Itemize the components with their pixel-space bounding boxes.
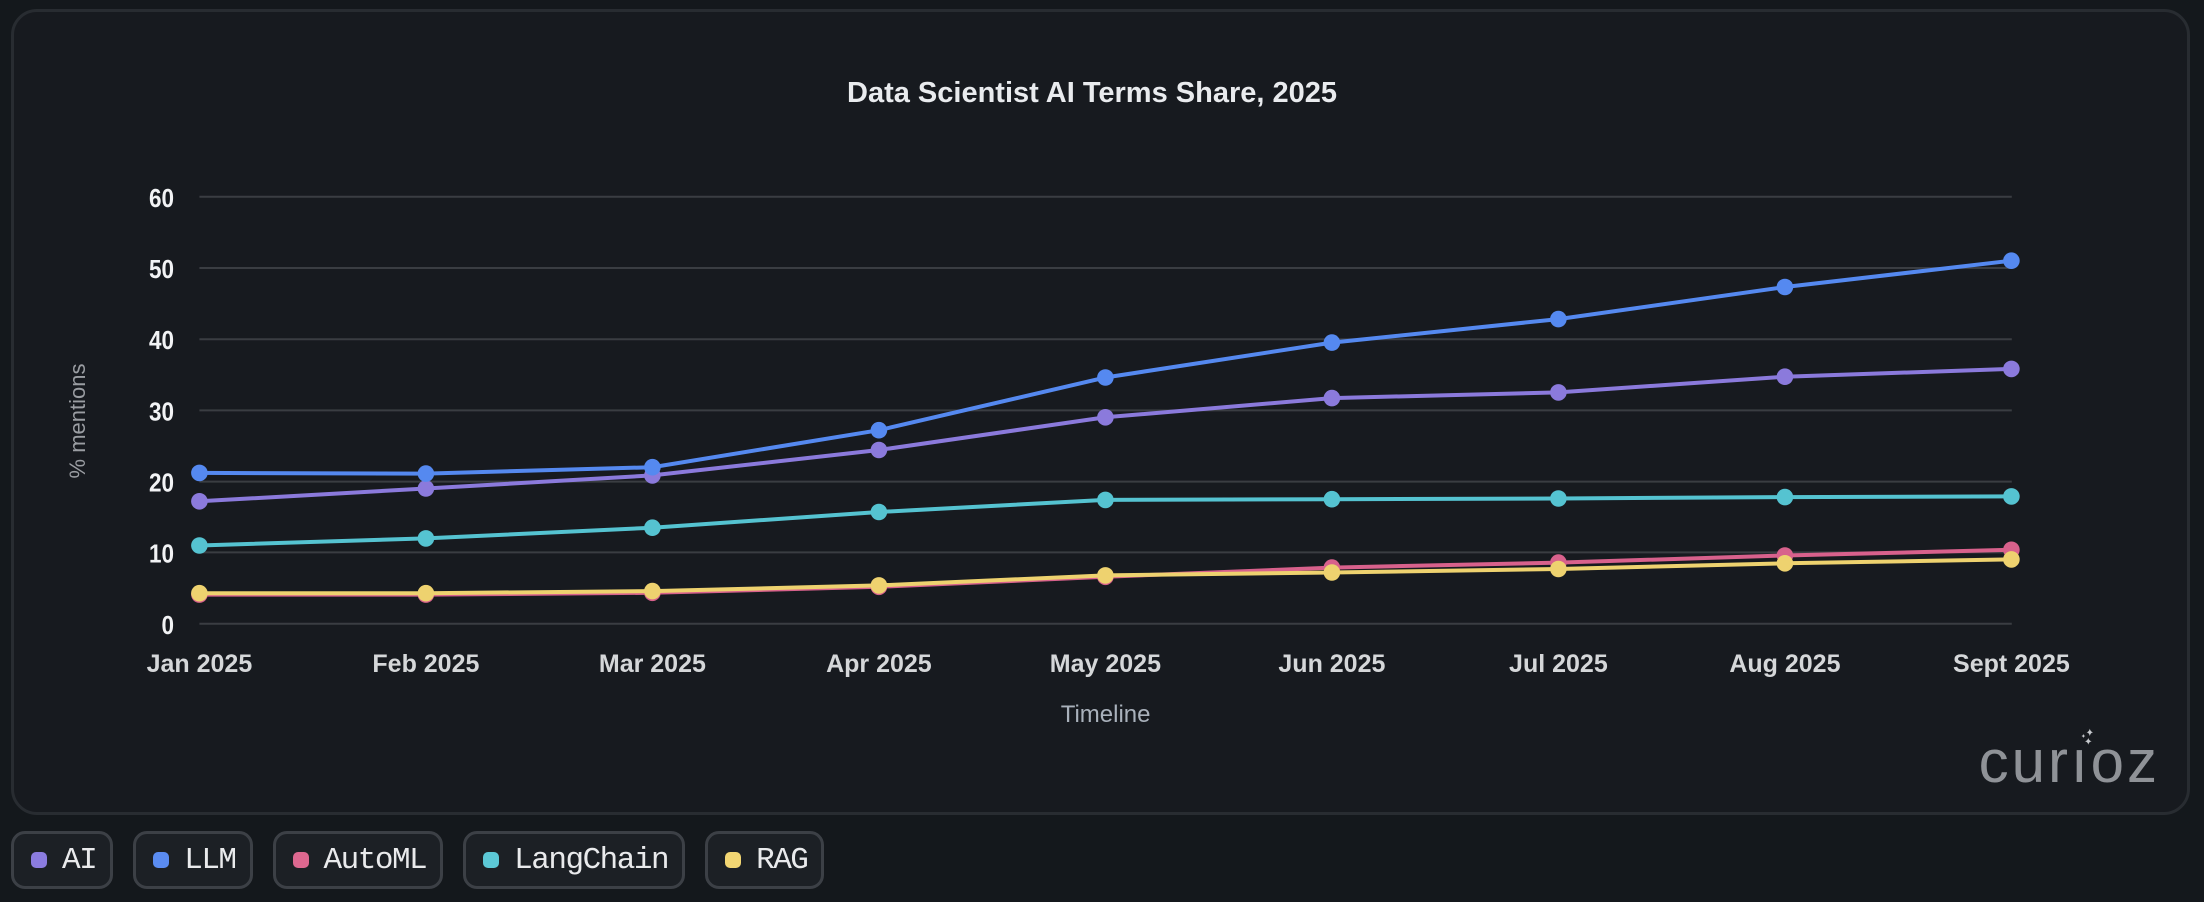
svg-text:Sept 2025: Sept 2025 [1953, 650, 2070, 678]
svg-text:30: 30 [149, 396, 174, 426]
svg-text:Mar 2025: Mar 2025 [599, 650, 706, 678]
svg-text:Data Scientist AI Terms Share,: Data Scientist AI Terms Share, 2025 [847, 77, 1337, 109]
svg-text:Timeline: Timeline [1061, 701, 1151, 728]
svg-text:Jun 2025: Jun 2025 [1278, 650, 1385, 678]
svg-text:0: 0 [162, 610, 175, 640]
svg-text:60: 60 [149, 183, 174, 213]
svg-text:curıoz: curıoz [1979, 728, 2160, 795]
svg-text:20: 20 [149, 468, 174, 498]
svg-text:Feb 2025: Feb 2025 [372, 650, 479, 678]
svg-text:Jul 2025: Jul 2025 [1509, 650, 1608, 678]
svg-text:10: 10 [149, 539, 174, 569]
svg-text:May 2025: May 2025 [1050, 650, 1161, 678]
svg-text:% mentions: % mentions [65, 364, 90, 479]
svg-text:Aug 2025: Aug 2025 [1729, 650, 1840, 678]
svg-text:Apr 2025: Apr 2025 [826, 650, 932, 678]
svg-text:50: 50 [149, 254, 174, 284]
svg-text:Jan 2025: Jan 2025 [147, 650, 253, 678]
svg-text:40: 40 [149, 325, 174, 355]
